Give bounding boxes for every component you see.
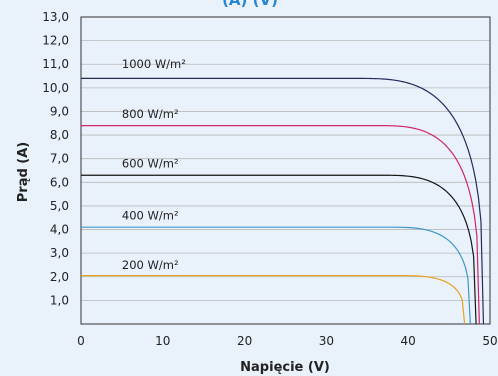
chart-title: (A) (V): [222, 0, 278, 9]
x-tick-label: 10: [155, 334, 170, 348]
y-tick-label: 13,0: [42, 10, 69, 24]
y-tick-label: 1,0: [50, 293, 69, 307]
series-label: 600 W/m²: [122, 156, 179, 170]
x-tick-label: 0: [77, 334, 85, 348]
x-tick-label: 30: [319, 334, 334, 348]
y-axis-label: Prąd (A): [16, 142, 31, 203]
series-line: [81, 274, 466, 325]
series-line: [81, 226, 471, 325]
series-label: 1000 W/m²: [122, 57, 186, 71]
y-tick-label: 10,0: [42, 81, 69, 95]
y-tick-label: 6,0: [50, 175, 69, 189]
y-tick-label: 5,0: [50, 199, 69, 213]
y-tick-label: 4,0: [50, 223, 69, 237]
x-tick-label: 50: [482, 334, 497, 348]
x-axis-ticks: 0 10 20 30 40 50: [77, 334, 497, 348]
y-tick-label: 3,0: [50, 246, 69, 260]
plot-area: [80, 16, 491, 325]
series-lines: [81, 77, 485, 325]
y-tick-label: 9,0: [50, 104, 69, 118]
x-axis-label: Napięcie (V): [240, 360, 330, 375]
y-tick-label: 8,0: [50, 128, 69, 142]
y-tick-label: 7,0: [50, 152, 69, 166]
x-tick-label: 20: [237, 334, 252, 348]
series-line: [81, 125, 480, 325]
series-label: 200 W/m²: [122, 258, 179, 272]
y-axis-ticks: 1,0 2,0 3,0 4,0 5,0 6,0 7,0 8,0 9,0 10,0 11,0 12,0 1…: [42, 10, 69, 307]
series-labels: 1000 W/m² 800 W/m² 600 W/m² 400 W/m² 200 W/m…: [122, 57, 186, 272]
series-label: 800 W/m²: [122, 107, 179, 121]
y-tick-label: 11,0: [42, 57, 69, 71]
series-label: 400 W/m²: [122, 208, 179, 222]
x-tick-label: 40: [401, 334, 416, 348]
series-line: [81, 77, 485, 325]
y-tick-label: 12,0: [42, 34, 69, 48]
series-line: [81, 174, 477, 325]
y-tick-label: 2,0: [50, 270, 69, 284]
